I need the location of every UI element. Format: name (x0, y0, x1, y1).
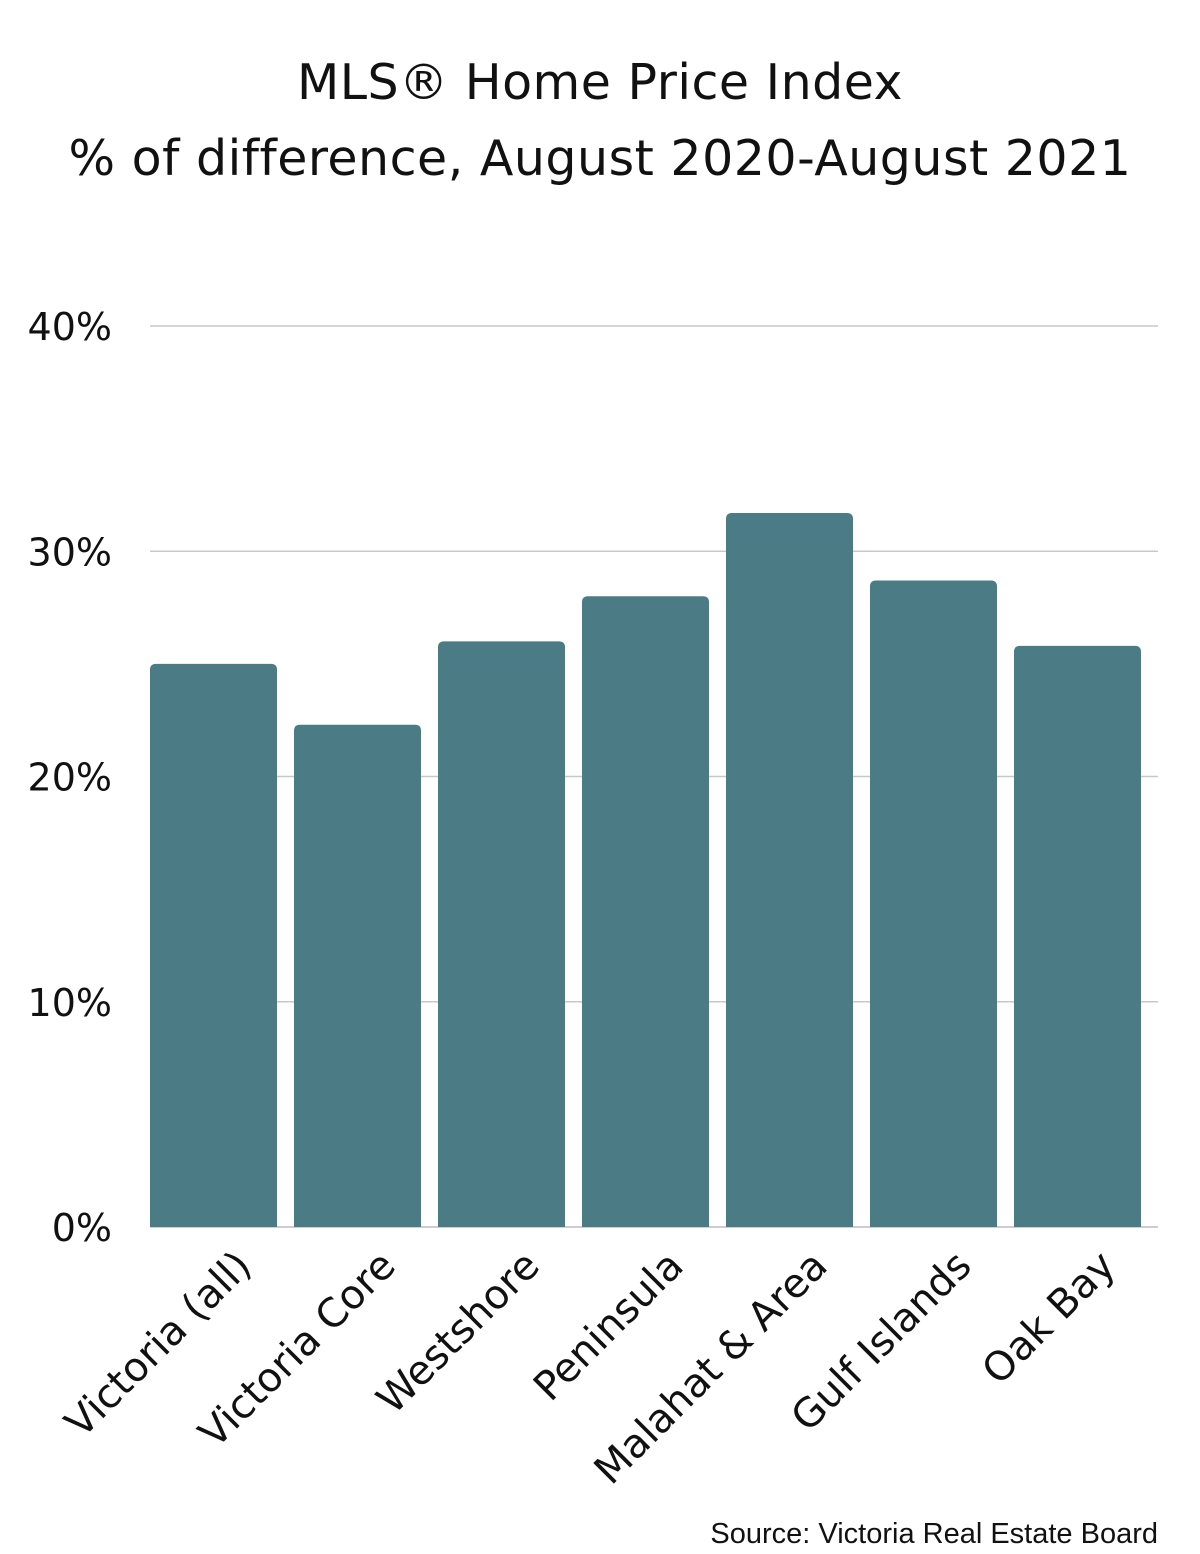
bar (870, 580, 997, 1227)
bar (726, 512, 853, 1227)
bar (1014, 645, 1141, 1227)
y-tick-label: 40% (28, 305, 112, 349)
bar (294, 724, 421, 1227)
y-tick-label: 30% (28, 530, 112, 574)
y-tick-label: 20% (28, 756, 112, 800)
chart-title: MLS® Home Price Index (296, 54, 904, 111)
chart-subtitle: % of difference, August 2020-August 2021 (68, 130, 1132, 187)
source-note: Source: Victoria Real Estate Board (710, 1518, 1158, 1550)
bar (582, 596, 709, 1227)
x-tick-label: Oak Bay (974, 1243, 1125, 1394)
y-axis-ticks: 0% 10% 20% 30% 40% (28, 305, 112, 1250)
bars (150, 512, 1141, 1227)
y-tick-label: 10% (28, 981, 112, 1025)
x-axis-ticks: Victoria (all)Victoria CoreWestshorePeni… (57, 1243, 1125, 1494)
bar (150, 663, 277, 1227)
bar (438, 641, 565, 1227)
y-tick-label: 0% (52, 1206, 112, 1250)
